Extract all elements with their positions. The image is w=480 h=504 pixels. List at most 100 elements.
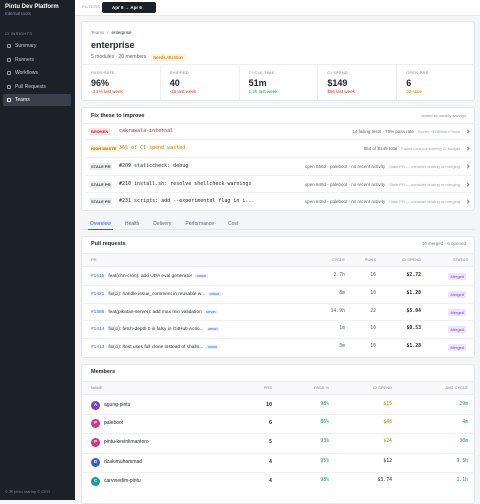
- column-header: AVG CYCLE: [445, 385, 468, 390]
- row-divider: [82, 452, 474, 454]
- fixes-card: [81, 107, 475, 211]
- stat-delta: -3.2% last week: [91, 89, 123, 94]
- nav-icon: [7, 84, 11, 89]
- section-label: CI INSIGHTS: [5, 31, 33, 36]
- date-button[interactable]: [102, 2, 156, 13]
- member-pass: 86%: [320, 420, 329, 425]
- avatar: [91, 476, 100, 486]
- pr-cell: #1415 feat(chn-cron): add UDA eval genera…: [91, 270, 208, 282]
- member-cycle: 30m: [459, 439, 468, 444]
- row-divider: [85, 139, 471, 140]
- fix-detail: $54 of $149 total: [363, 145, 398, 151]
- fix-subject: cakrawala-internal: [119, 128, 174, 134]
- tabs: Overview Health Delivery Performance Cost: [88, 215, 240, 230]
- fix-tag: STALE PR: [89, 162, 113, 170]
- nav-item[interactable]: Workflows: [15, 70, 38, 77]
- pr-status: Merged: [448, 290, 466, 298]
- stat-value: $149: [327, 78, 348, 88]
- nav-icon: [7, 71, 11, 76]
- fix-detail-row: open 656d · paleboot · no recent activit…: [305, 160, 460, 172]
- stat-value: 96%: [91, 78, 110, 88]
- fix-detail: 14 failing tests · 76% pass rate: [352, 128, 414, 134]
- avatar: [91, 437, 100, 447]
- fix-subject: #210 install.sh: resolve shellcheck warn…: [119, 181, 252, 187]
- stat-delta: $56 last week: [327, 89, 355, 94]
- pr-name: feat(chn-cron): add UDA eval generator: [108, 273, 193, 279]
- member-pass: 98%: [320, 402, 329, 407]
- tab[interactable]: Cost: [227, 221, 239, 227]
- column-header: PASS %: [313, 385, 329, 390]
- fix-detail-row: 14 failing tests · 76% pass rate Saves ~$…: [352, 125, 460, 137]
- tabs-line: [81, 229, 475, 230]
- pr-author: omon: [195, 274, 208, 278]
- pr-name: fix(ci): fetch-depth 0 is falsy in GitHu…: [108, 326, 204, 332]
- pr-id[interactable]: #1421: [91, 291, 105, 297]
- pr-author: omon: [206, 327, 220, 331]
- member-name: dzakimuhammad: [104, 459, 143, 465]
- sidebar-footer: © ⌘ pintu startup © CEO: [5, 489, 51, 494]
- row-divider: [82, 471, 474, 473]
- member-prs: 4: [268, 459, 272, 465]
- avatar-initial: P: [93, 420, 97, 425]
- nav-item[interactable]: Runners: [15, 56, 34, 63]
- pr-spend: $1.28: [406, 291, 421, 296]
- fix-hint: Saves ~$180/wk if fixed: [417, 128, 460, 134]
- members-title: Members: [91, 369, 116, 375]
- pr-status: Merged: [448, 343, 466, 351]
- avatar-initial: C: [93, 478, 98, 483]
- filters-label: FILTERS: [82, 4, 101, 9]
- fix-detail-row: open 645d · paleboot · no recent activit…: [305, 195, 460, 207]
- row-divider: [82, 413, 474, 415]
- fix-detail-row: open 645d · paleboot · no recent activit…: [305, 178, 460, 190]
- stat-label: SHIPPED: [169, 70, 189, 75]
- tab[interactable]: Performance: [185, 221, 214, 227]
- stat-delta: 1.2h last week: [248, 89, 278, 94]
- pr-id[interactable]: #1415: [91, 273, 105, 279]
- member-name: agung-pintu: [104, 402, 131, 408]
- fixes-title: Fix these to improve: [91, 113, 145, 119]
- nav-item[interactable]: Pull Requests: [15, 83, 46, 90]
- date-range: Apr 6 → Apr 6: [112, 4, 142, 10]
- app-title: Pintu Dev Platform: [5, 4, 59, 10]
- members-header: [82, 381, 474, 395]
- pr-id[interactable]: #1413: [91, 344, 105, 350]
- pr-author: omon: [206, 345, 219, 349]
- fix-tag: BROKEN: [89, 127, 111, 135]
- tab[interactable]: Overview: [88, 219, 113, 230]
- pr-cycle: 2.7h: [333, 273, 345, 278]
- stat-delta: -15 last week: [169, 89, 197, 94]
- pr-id[interactable]: #1414: [91, 326, 105, 332]
- member-name: carvinedim-pintu: [104, 478, 141, 484]
- fix-subject: #231 scripts: add --experimental flag in…: [119, 198, 255, 204]
- stat-separator: [238, 65, 240, 101]
- member-prs: 5: [268, 439, 272, 445]
- pr-name: feat(pikatan-server): add max min valida…: [108, 309, 202, 315]
- pr-summary: 40 merged · 6 opened: [421, 241, 466, 246]
- row-divider: [85, 192, 471, 193]
- member-cycle: 9.5h: [456, 459, 468, 464]
- tab[interactable]: Delivery: [153, 221, 172, 227]
- breadcrumb-item: Teams: [91, 29, 105, 35]
- pr-author: omon: [204, 310, 218, 314]
- fix-detail-row: $54 of $149 total Failed runs consuming C…: [364, 142, 460, 154]
- column-header: CI SPEND: [373, 385, 392, 390]
- row-divider: [82, 320, 474, 321]
- team-badge: Needs Attention: [151, 53, 185, 61]
- member-spend: $15: [383, 402, 392, 407]
- nav-item[interactable]: Summary: [15, 43, 37, 49]
- breadcrumb: Teams / enterprise: [91, 26, 132, 38]
- fix-hint: Stale PR — consider closing or merging: [389, 181, 460, 187]
- member-spend: $3.74: [377, 478, 392, 483]
- nav-item[interactable]: Teams: [15, 97, 30, 104]
- member-cycle: 1.1h: [456, 478, 468, 483]
- pr-cycle: 14.9h: [330, 309, 345, 314]
- pr-name: fix(ci): handle issue_comment in reusabl…: [108, 291, 206, 297]
- column-header: PR: [91, 257, 97, 262]
- tab[interactable]: Health: [124, 221, 140, 227]
- pr-id[interactable]: #1388: [91, 309, 105, 315]
- row-divider: [82, 432, 474, 434]
- row-divider: [85, 157, 471, 158]
- member-cycle: 29m: [459, 402, 468, 407]
- pr-cell: #1388 feat(pikatan-server): add max min v…: [91, 306, 218, 318]
- pr-cell: #1414 fix(ci): fetch-depth 0 is falsy in …: [91, 323, 220, 335]
